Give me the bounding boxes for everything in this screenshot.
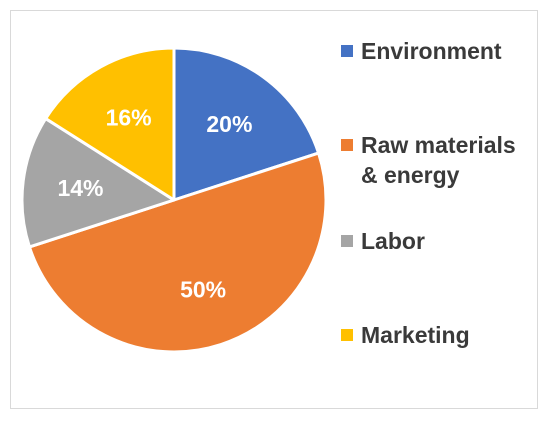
legend-label-marketing: Marketing [361, 322, 470, 348]
legend-item-raw-materials: Raw materials & energy [341, 130, 516, 190]
data-label-raw-materials-energy: 50% [180, 277, 226, 303]
legend-item-marketing: Marketing [341, 320, 470, 350]
legend-swatch-marketing [341, 329, 353, 341]
pie-slice-raw-materials-energy [27, 151, 328, 354]
pie-data-labels: 20% 50% 14% 16% [57, 104, 252, 302]
pie-slices [20, 46, 328, 354]
legend-label-labor: Labor [361, 228, 425, 254]
legend-item-environment: Environment [341, 36, 502, 66]
data-label-environment: 20% [206, 111, 252, 137]
legend-swatch-labor [341, 235, 353, 247]
data-label-labor: 14% [57, 175, 103, 201]
pie-slice-marketing [44, 46, 176, 202]
pie-slice-environment [172, 46, 321, 202]
legend-item-labor: Labor [341, 226, 425, 256]
data-label-marketing: 16% [106, 104, 152, 130]
legend-label-environment: Environment [361, 38, 502, 64]
legend-swatch-raw-materials [341, 139, 353, 151]
pie-slice-labor [20, 117, 176, 249]
legend-label-raw-materials: Raw materials & energy [361, 132, 516, 188]
legend-swatch-environment [341, 45, 353, 57]
